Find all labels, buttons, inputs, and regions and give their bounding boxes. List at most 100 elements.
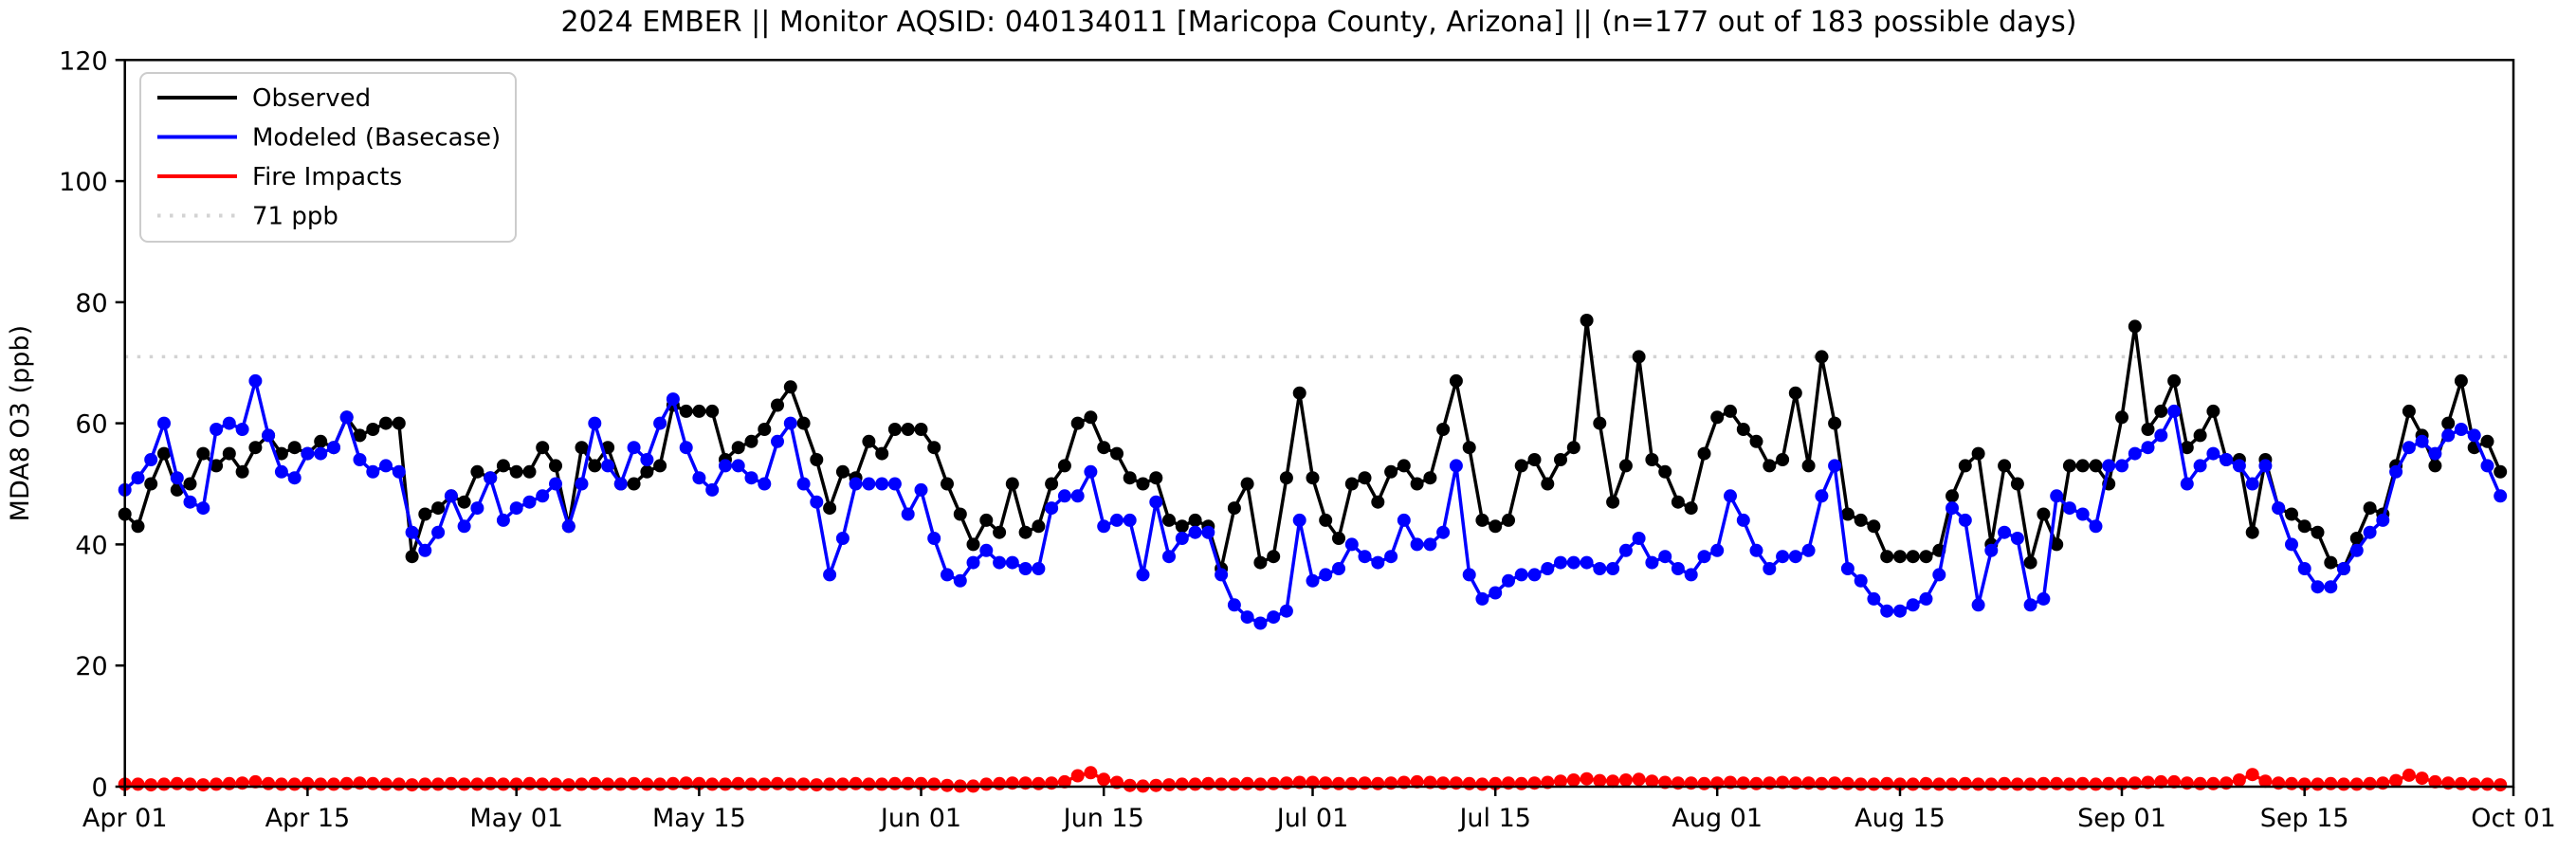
modeled-basecase-point: [1032, 562, 1046, 575]
fire-impacts-point: [1932, 777, 1946, 791]
observed-point: [1658, 464, 1672, 479]
observed-point: [1606, 495, 1620, 509]
observed-point: [1736, 423, 1750, 436]
modeled-basecase-point: [2454, 423, 2468, 436]
fire-impacts-point: [1201, 776, 1215, 790]
observed-point: [1136, 477, 1150, 491]
observed-point: [1384, 464, 1398, 479]
modeled-basecase-point: [1371, 555, 1385, 570]
fire-impacts-point: [1188, 777, 1202, 791]
observed-point: [496, 459, 510, 473]
observed-point: [1840, 507, 1854, 521]
modeled-basecase-point: [2285, 537, 2298, 552]
fire-impacts-point: [1084, 766, 1098, 780]
fire-impacts-point: [2324, 776, 2338, 790]
observed-point: [1645, 453, 1659, 466]
observed-point: [1410, 477, 1424, 491]
modeled-basecase-point: [1527, 568, 1542, 582]
observed-point: [2141, 423, 2155, 436]
observed-point: [1397, 459, 1411, 473]
observed-point: [1292, 386, 1306, 400]
observed-point: [1449, 373, 1463, 388]
observed-point: [2324, 555, 2338, 570]
modeled-basecase-point: [1919, 591, 1933, 606]
fire-impacts-point: [705, 777, 720, 791]
modeled-basecase-point: [2389, 464, 2403, 479]
fire-impacts-point: [901, 776, 915, 790]
modeled-basecase-point: [2297, 562, 2311, 575]
modeled-basecase-point: [1541, 562, 1555, 575]
observed-point: [2037, 507, 2051, 521]
modeled-basecase-point: [1227, 598, 1241, 612]
observed-point: [418, 507, 432, 521]
y-tick-label: 60: [75, 410, 107, 440]
modeled-basecase-point: [914, 482, 928, 497]
modeled-basecase-point: [353, 453, 367, 466]
observed-point: [1175, 519, 1189, 534]
fire-impacts-point: [484, 776, 498, 790]
observed-point: [1045, 477, 1059, 491]
modeled-basecase-point: [1880, 604, 1894, 618]
fire-impacts-point: [588, 776, 602, 790]
modeled-basecase-point: [1593, 562, 1607, 575]
modeled-basecase-point: [144, 453, 158, 466]
axis-ticks-group: 0 20 40 60 80 100 120 Apr 01 Apr 15 May 01 May 15 J…: [59, 46, 2556, 833]
modeled-basecase-point: [457, 519, 471, 534]
modeled-basecase-point: [1893, 604, 1907, 618]
observed-point: [183, 477, 197, 491]
modeled-basecase-point: [1436, 525, 1451, 539]
observed-point: [1880, 550, 1894, 564]
modeled-basecase-point: [979, 543, 994, 557]
modeled-basecase-point: [613, 477, 628, 491]
observed-point: [210, 459, 224, 473]
fire-impacts-point: [823, 777, 837, 791]
fire-impacts-point: [1815, 776, 1829, 790]
observed-point: [979, 513, 994, 527]
fire-impacts-point: [1227, 777, 1241, 791]
observed-point: [1527, 453, 1542, 466]
observed-point: [2494, 464, 2508, 479]
modeled-basecase-point: [849, 477, 863, 491]
observed-point: [1566, 441, 1580, 455]
observed-point: [640, 464, 654, 479]
modeled-basecase-point: [1110, 513, 1124, 527]
fire-impacts-point: [1998, 776, 2012, 790]
observed-point: [588, 459, 602, 473]
fire-impacts-point: [536, 777, 550, 791]
modeled-basecase-point: [835, 532, 850, 545]
fire-impacts-point: [613, 777, 628, 791]
observed-point: [144, 477, 158, 491]
modeled-basecase-point: [1162, 550, 1176, 564]
observed-point: [222, 446, 236, 461]
observed-point: [2349, 532, 2364, 545]
modeled-basecase-point: [993, 555, 1007, 570]
modeled-basecase-point: [1658, 550, 1672, 564]
observed-point: [248, 441, 263, 455]
fire-impacts-point: [1097, 772, 1111, 787]
modeled-basecase-point: [157, 416, 171, 430]
modeled-basecase-point: [1632, 532, 1646, 545]
observed-point: [1005, 477, 1019, 491]
observed-point: [1253, 555, 1268, 570]
observed-point: [1893, 550, 1907, 564]
modeled-basecase-point: [1410, 537, 1424, 552]
observed-point: [157, 446, 171, 461]
fire-impacts-point: [2428, 774, 2442, 789]
modeled-basecase-point: [783, 416, 797, 430]
fire-impacts-point: [470, 777, 484, 791]
observed-point: [731, 441, 745, 455]
observed-point: [1057, 459, 1071, 473]
fire-impacts-point: [1854, 777, 1868, 791]
observed-point: [1593, 416, 1607, 430]
observed-point: [2154, 404, 2168, 418]
observed-point: [1514, 459, 1528, 473]
observed-point: [1971, 446, 1985, 461]
observed-point: [431, 501, 446, 516]
modeled-basecase-point: [1998, 525, 2012, 539]
observed-point: [1867, 519, 1881, 534]
observed-point: [2062, 459, 2076, 473]
modeled-basecase-point: [1763, 562, 1777, 575]
observed-point: [941, 477, 954, 491]
observed-point: [1763, 459, 1777, 473]
